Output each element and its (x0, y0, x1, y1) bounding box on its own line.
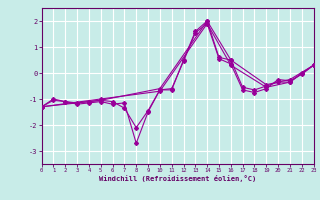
X-axis label: Windchill (Refroidissement éolien,°C): Windchill (Refroidissement éolien,°C) (99, 175, 256, 182)
